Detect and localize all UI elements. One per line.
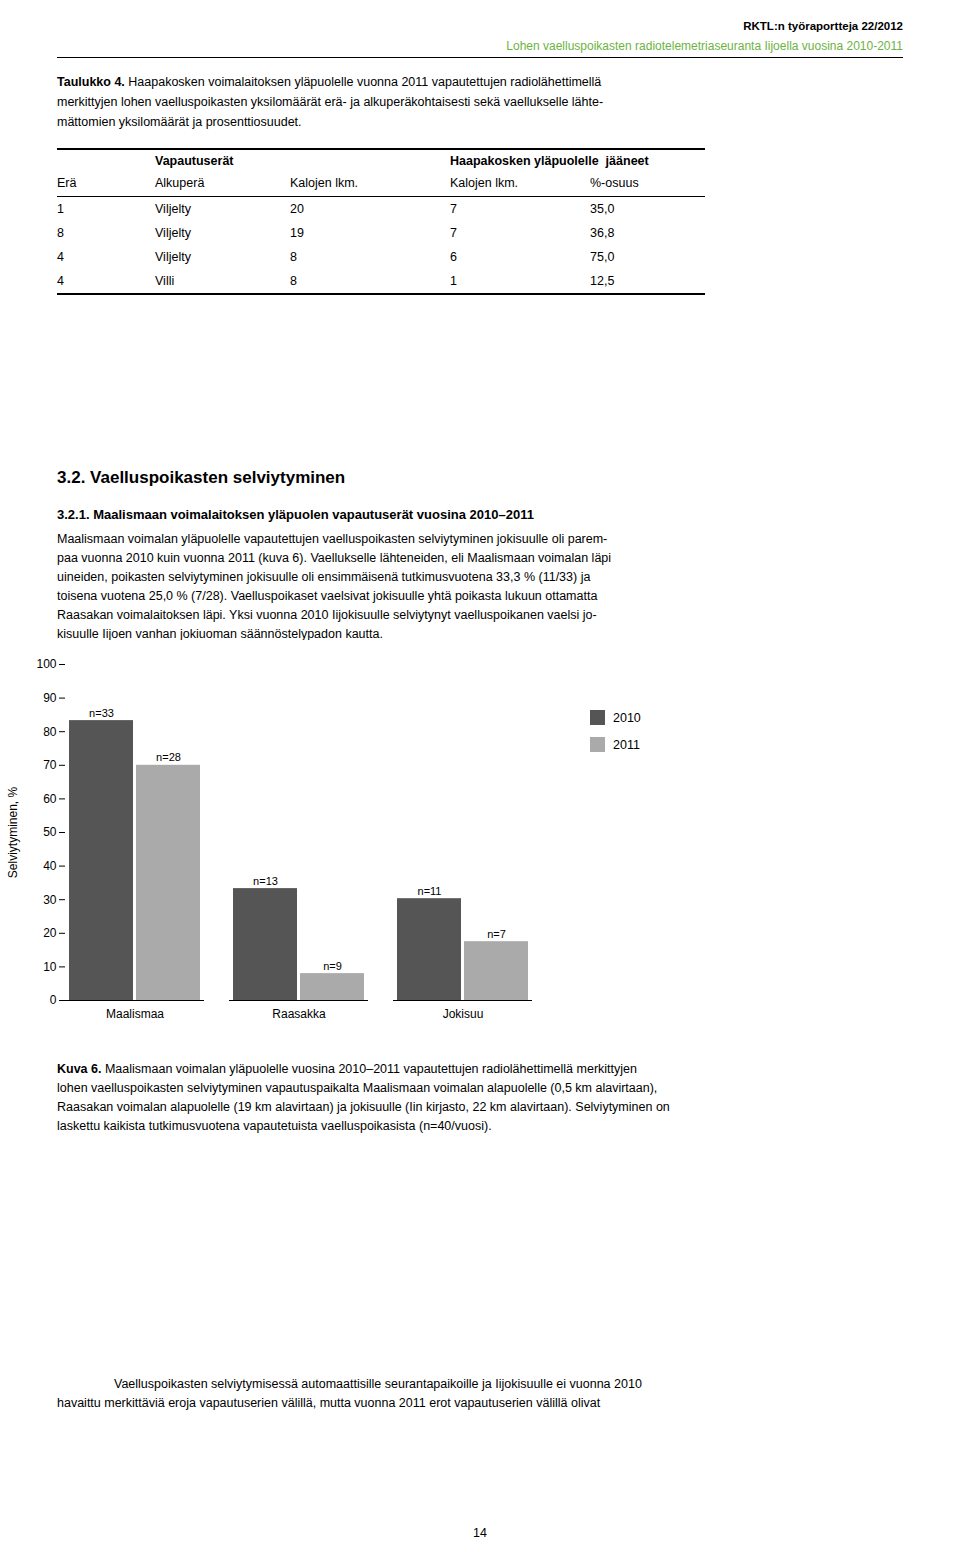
svg-text:0: 0: [50, 993, 57, 1007]
svg-text:n=11: n=11: [418, 885, 442, 897]
html-text:mättomien yksilomäärät ja pros: mättomien yksilomäärät ja prosenttiosuud…: [57, 115, 302, 129]
html-text:uineiden, poikasten selviytymi: uineiden, poikasten selviytyminen jokisu…: [57, 570, 591, 584]
html-text:75,0: 75,0: [590, 250, 615, 264]
html-text:36,8: 36,8: [590, 226, 615, 240]
html-text:1: 1: [57, 202, 64, 216]
html-text:Kuva 6. Maalismaan voimalan yl: Kuva 6. Maalismaan voimalan yläpuolelle …: [57, 1062, 637, 1076]
html-text:7: 7: [450, 226, 457, 240]
html-text:toisena vuotena 25,0 % (7/28).: toisena vuotena 25,0 % (7/28). Vaelluspo…: [57, 589, 598, 603]
html-text:14: 14: [473, 1526, 487, 1540]
svg-text:n=9: n=9: [323, 960, 342, 972]
html-text:Taulukko 4. Haapakosken voimal: Taulukko 4. Haapakosken voimalaitoksen y…: [57, 75, 602, 89]
html-text:merkittyjen lohen vaelluspoika: merkittyjen lohen vaelluspoikasten yksil…: [57, 95, 604, 109]
svg-text:90: 90: [43, 691, 57, 705]
html-text:Vapautuserät: Vapautuserät: [155, 154, 234, 168]
html-text:3.2.1. Maalismaan voimalaitoks: 3.2.1. Maalismaan voimalaitoksen yläpuol…: [57, 507, 534, 522]
svg-text:80: 80: [43, 725, 57, 739]
html-text:2011: 2011: [613, 737, 640, 752]
html-text:Maalismaan voimalan yläpuolell: Maalismaan voimalan yläpuolelle vapautet…: [57, 532, 608, 546]
svg-text:100: 100: [36, 657, 56, 671]
html-text:Kalojen lkm.: Kalojen lkm.: [450, 176, 519, 190]
html-text:4: 4: [57, 274, 64, 288]
svg-text:n=33: n=33: [89, 707, 114, 719]
html-text:3.2. Vaelluspoikasten selviyty: 3.2. Vaelluspoikasten selviytyminen: [57, 468, 346, 487]
svg-text:Maalismaa: Maalismaa: [106, 1007, 164, 1021]
html-text:Viljelty: Viljelty: [155, 250, 191, 264]
html-text:Lohen vaelluspoikasten radiote: Lohen vaelluspoikasten radiotelemetriase…: [506, 39, 903, 53]
svg-text:40: 40: [43, 859, 57, 873]
html-text:Viljelty: Viljelty: [155, 202, 191, 216]
svg-text:20: 20: [43, 926, 57, 940]
html-text:35,0: 35,0: [590, 202, 615, 216]
html-text:7: 7: [450, 202, 457, 216]
html-text:paa vuonna 2010 kuin vuonna 20: paa vuonna 2010 kuin vuonna 2011 (kuva 6…: [57, 551, 612, 565]
html-text:Alkuperä: Alkuperä: [155, 176, 205, 190]
html-text:4: 4: [57, 250, 64, 264]
html-text:2010: 2010: [613, 710, 641, 725]
svg-text:Raasakka: Raasakka: [272, 1007, 326, 1021]
html-text:%-osuus: %-osuus: [590, 176, 639, 190]
html-text:kisuulle Iijoen vanhan jokiuom: kisuulle Iijoen vanhan jokiuoman säännös…: [57, 627, 383, 641]
html-text:havaittu merkittäviä eroja vap: havaittu merkittäviä eroja vapautuserien…: [57, 1396, 601, 1410]
html-text:12,5: 12,5: [590, 274, 615, 288]
html-text:lohen vaelluspoikasten selviyt: lohen vaelluspoikasten selviytyminen vap…: [57, 1081, 658, 1095]
html-text:6: 6: [450, 250, 457, 264]
svg-text:60: 60: [43, 792, 57, 806]
html-text:RKTL:n työraportteja 22/2012: RKTL:n työraportteja 22/2012: [743, 20, 903, 32]
html-text:Viljelty: Viljelty: [155, 226, 191, 240]
html-text:8: 8: [290, 250, 297, 264]
svg-text:50: 50: [43, 825, 57, 839]
svg-text:n=28: n=28: [156, 751, 181, 763]
html-text:Kalojen lkm.: Kalojen lkm.: [290, 176, 359, 190]
html-text:laskettu kaikista tutkimusvuot: laskettu kaikista tutkimusvuotena vapaut…: [57, 1119, 492, 1133]
svg-text:n=7: n=7: [487, 928, 506, 940]
svg-text:70: 70: [43, 758, 57, 772]
html-text:8: 8: [57, 226, 64, 240]
svg-text:Jokisuu: Jokisuu: [443, 1007, 484, 1021]
svg-text:Selviytyminen, %: Selviytyminen, %: [6, 786, 20, 878]
html-text:19: 19: [290, 226, 304, 240]
svg-text:n=13: n=13: [253, 875, 278, 887]
html-text:20: 20: [290, 202, 304, 216]
html-text:Villi: Villi: [155, 274, 175, 288]
svg-text:30: 30: [43, 893, 57, 907]
html-text:Raasakan voimalan alapuolelle: Raasakan voimalan alapuolelle (19 km ala…: [57, 1100, 670, 1114]
html-text:1: 1: [450, 274, 457, 288]
html-text:Erä: Erä: [57, 176, 77, 190]
svg-text:10: 10: [43, 960, 57, 974]
html-text:Haapakosken yläpuolelle jäänee: Haapakosken yläpuolelle jääneet: [450, 154, 649, 168]
html-text:8: 8: [290, 274, 297, 288]
html-text:Raasakan voimalaitoksen läpi.: Raasakan voimalaitoksen läpi. Yksi vuonn…: [57, 608, 597, 622]
html-text:Vaelluspoikasten selviytymises: Vaelluspoikasten selviytymisessä automaa…: [114, 1377, 642, 1391]
